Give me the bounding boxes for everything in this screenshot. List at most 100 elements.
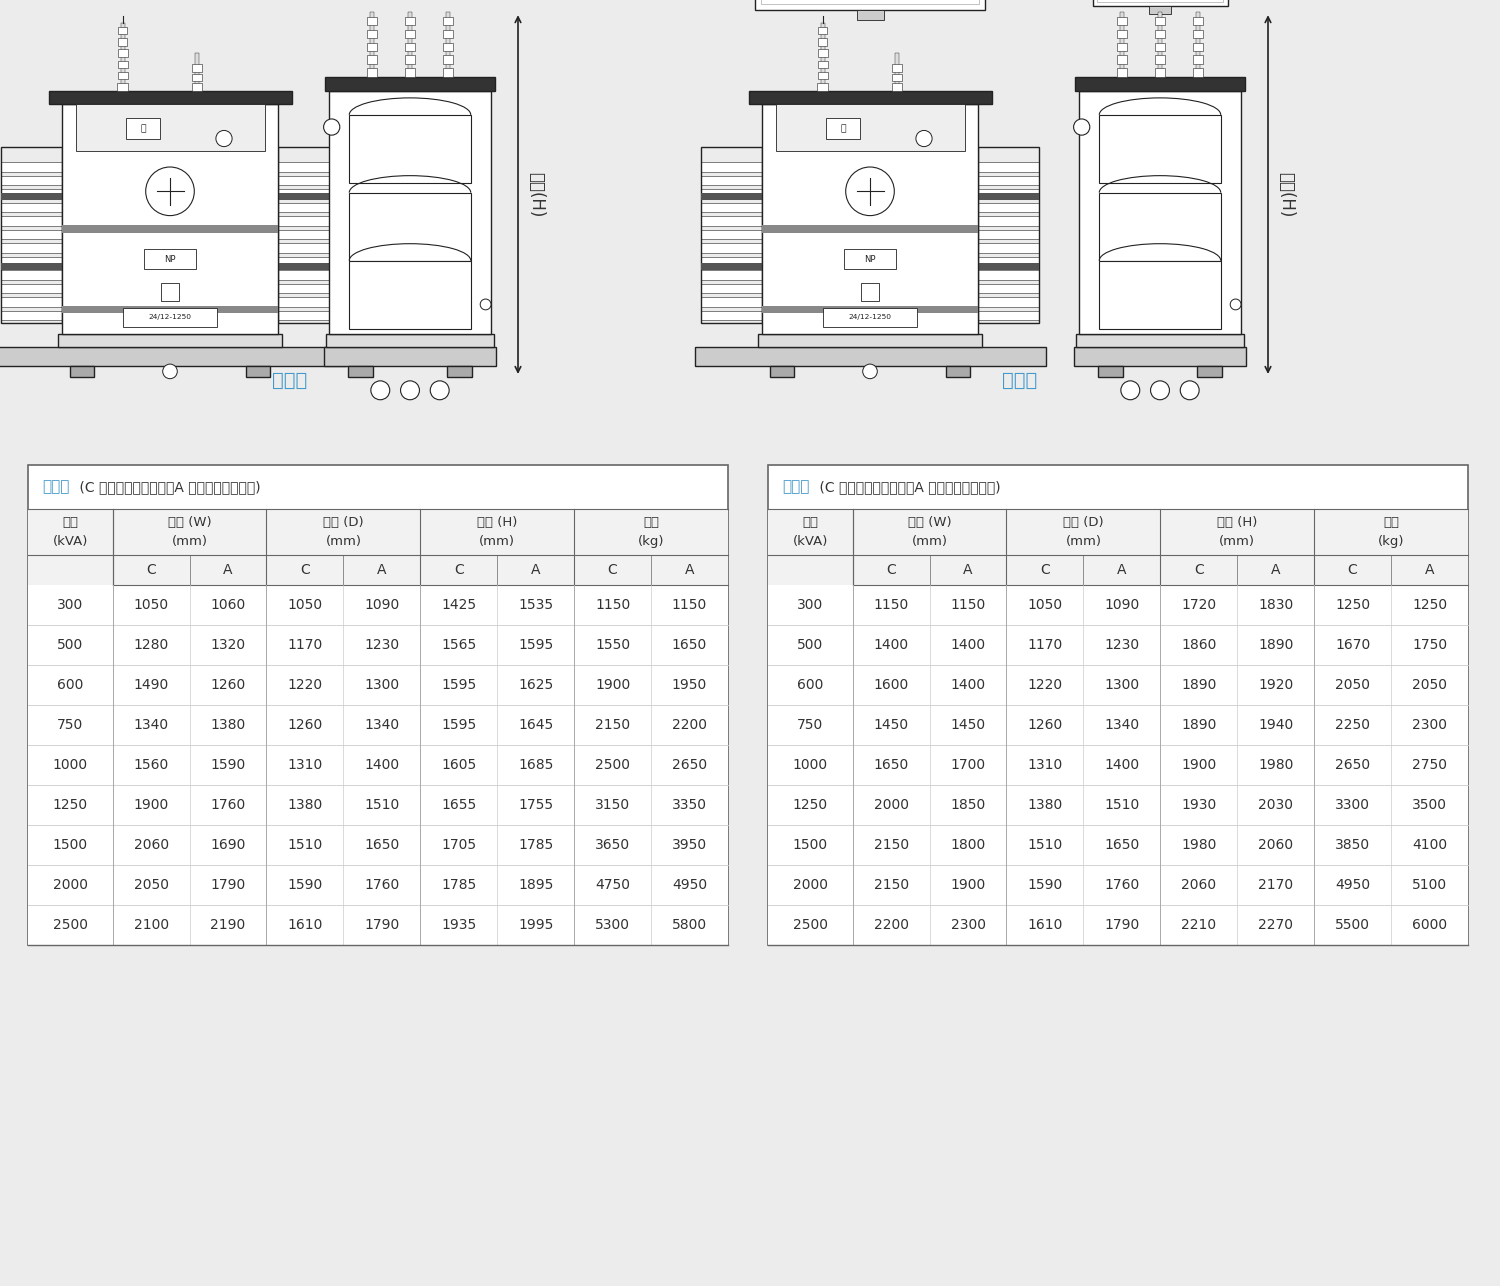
Text: 1510: 1510	[364, 799, 399, 811]
Text: 1890: 1890	[1258, 638, 1293, 652]
Text: 2100: 2100	[134, 918, 168, 932]
Text: 概重: 概重	[644, 517, 658, 530]
Bar	[700, 270, 762, 279]
Text: 1800: 1800	[951, 838, 986, 853]
Text: 1935: 1935	[441, 918, 477, 932]
Text: 600: 600	[57, 678, 84, 692]
Text: 1760: 1760	[1104, 878, 1140, 892]
Bar	[700, 193, 762, 199]
Text: 1650: 1650	[672, 638, 706, 652]
Circle shape	[216, 130, 232, 147]
Text: 4750: 4750	[596, 878, 630, 892]
Text: 1400: 1400	[1104, 757, 1140, 772]
Text: 1850: 1850	[951, 799, 986, 811]
Text: 標準型: 標準型	[273, 370, 308, 390]
Text: 1595: 1595	[441, 718, 477, 732]
Bar	[28, 509, 728, 556]
Text: 2000: 2000	[794, 878, 828, 892]
Text: C: C	[608, 563, 618, 577]
Text: 5500: 5500	[1335, 918, 1370, 932]
Bar	[58, 333, 282, 347]
Text: 2060: 2060	[1258, 838, 1293, 853]
Bar	[768, 556, 1468, 585]
Bar	[1100, 114, 1221, 183]
Bar	[75, 104, 264, 152]
Text: 1900: 1900	[951, 878, 986, 892]
Bar	[405, 42, 414, 51]
Bar	[818, 72, 828, 80]
Text: 1785: 1785	[518, 838, 554, 853]
Bar	[978, 203, 1038, 212]
Bar	[1197, 367, 1221, 377]
Bar	[192, 73, 201, 81]
Bar	[160, 283, 180, 301]
Bar	[2, 284, 62, 293]
Text: 1150: 1150	[596, 598, 630, 612]
Bar	[762, 306, 978, 312]
Bar	[1076, 77, 1245, 90]
Text: 1980: 1980	[1180, 838, 1216, 853]
Text: 300: 300	[57, 598, 84, 612]
Bar	[1078, 90, 1240, 333]
Text: 1150: 1150	[951, 598, 986, 612]
Bar	[1120, 13, 1124, 77]
Bar	[978, 257, 1038, 266]
Bar	[821, 23, 825, 90]
Text: 1340: 1340	[1104, 718, 1140, 732]
Text: 1260: 1260	[288, 718, 322, 732]
Text: 1050: 1050	[134, 598, 168, 612]
Bar	[700, 257, 762, 266]
Bar	[2, 311, 62, 320]
Bar	[2, 230, 62, 239]
Bar	[28, 865, 728, 905]
Bar	[1149, 5, 1172, 14]
Bar	[1100, 193, 1221, 261]
Text: 1650: 1650	[873, 757, 909, 772]
Bar	[1118, 30, 1126, 39]
Text: 1830: 1830	[1258, 598, 1293, 612]
Bar	[700, 297, 762, 306]
Bar	[278, 176, 339, 185]
Text: 3500: 3500	[1412, 799, 1448, 811]
Text: 1860: 1860	[1180, 638, 1216, 652]
Text: 1755: 1755	[518, 799, 554, 811]
Text: 2500: 2500	[596, 757, 630, 772]
Text: 1900: 1900	[134, 799, 168, 811]
Bar	[278, 216, 339, 225]
Bar	[278, 203, 339, 212]
Bar	[768, 905, 1468, 945]
Text: 1590: 1590	[210, 757, 246, 772]
Text: (mm): (mm)	[171, 535, 207, 548]
Bar	[768, 865, 1468, 905]
Text: 標準型: 標準型	[42, 480, 69, 495]
Text: (kg): (kg)	[1378, 535, 1404, 548]
Text: 2650: 2650	[1335, 757, 1370, 772]
Bar	[324, 347, 496, 367]
Bar	[278, 264, 339, 270]
Text: 6000: 6000	[1412, 918, 1448, 932]
Bar	[28, 905, 728, 945]
Bar	[405, 55, 414, 64]
Bar	[2, 162, 62, 171]
Bar	[118, 27, 128, 35]
Bar	[28, 745, 728, 784]
Bar	[442, 42, 453, 51]
Bar	[1100, 261, 1221, 329]
Bar	[28, 556, 728, 585]
Bar	[278, 193, 339, 199]
Text: C: C	[1194, 563, 1203, 577]
Bar	[2, 193, 62, 199]
Text: A: A	[1270, 563, 1281, 577]
Bar	[1192, 55, 1203, 64]
Bar	[144, 249, 195, 269]
Circle shape	[916, 130, 932, 147]
Text: (C 為「銅導體」機種，A 為「醒導體」機種): (C 為「銅導體」機種，A 為「醒導體」機種)	[815, 480, 1001, 494]
Text: (mm): (mm)	[1065, 535, 1101, 548]
Bar	[768, 784, 1468, 826]
Bar	[2, 216, 62, 225]
Bar	[28, 585, 728, 625]
Text: 1685: 1685	[518, 757, 554, 772]
Circle shape	[1180, 381, 1198, 400]
Circle shape	[480, 300, 490, 310]
Bar	[117, 72, 128, 80]
